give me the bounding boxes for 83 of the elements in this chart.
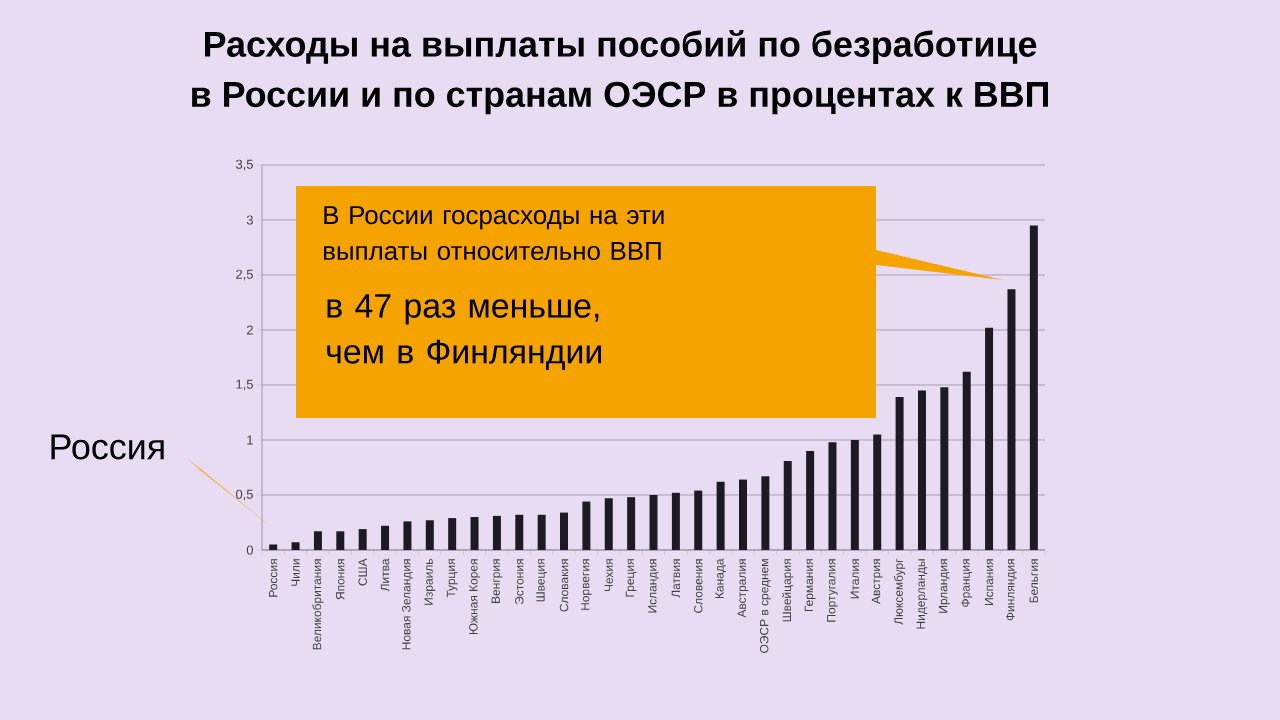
x-tick-label: Исландия bbox=[648, 559, 659, 613]
bar bbox=[470, 516, 479, 550]
bar bbox=[492, 515, 501, 550]
x-tick-label: Австралия bbox=[737, 559, 749, 618]
bar bbox=[671, 492, 680, 550]
x-tick-label: ОЭСР в среднем bbox=[759, 559, 771, 653]
bar bbox=[269, 544, 278, 550]
x-tick-label: Греция bbox=[625, 559, 637, 597]
x-tick-label: Чехия bbox=[604, 559, 613, 592]
x-tick-label: Великобритания bbox=[312, 559, 324, 650]
x-tick-label: Венгрия bbox=[491, 559, 503, 603]
x-tick-label: США bbox=[358, 558, 367, 586]
x-tick-label: Финляндия bbox=[1006, 559, 1017, 621]
bar bbox=[560, 512, 569, 550]
bar bbox=[850, 439, 859, 550]
x-tick-label: Израиль bbox=[424, 559, 436, 605]
bar bbox=[425, 520, 434, 550]
x-tick-label: Южная Корея bbox=[469, 559, 480, 635]
y-tick-label: 3 bbox=[246, 215, 253, 225]
bar bbox=[649, 494, 658, 550]
x-tick-label: Канада bbox=[715, 558, 726, 599]
y-tick-label: 1 bbox=[247, 435, 253, 445]
x-tick-label: Испания bbox=[984, 559, 994, 605]
x-tick-label: Чили bbox=[291, 559, 300, 586]
y-tick-label: 2 bbox=[246, 325, 253, 335]
bar bbox=[627, 497, 636, 550]
bar bbox=[1029, 225, 1038, 550]
bar bbox=[403, 521, 412, 550]
bar bbox=[873, 434, 882, 550]
x-tick-label: Словакия bbox=[559, 559, 569, 612]
bar bbox=[985, 327, 994, 550]
bar bbox=[716, 481, 725, 550]
bar bbox=[336, 531, 345, 550]
x-tick-label: Норвегия bbox=[581, 559, 592, 610]
chart-title: Расходы на выплаты пособий по безработице bbox=[205, 29, 1037, 65]
bar bbox=[806, 450, 815, 550]
x-tick-label: Нидерланды bbox=[916, 559, 928, 629]
x-tick-label: Швейцария bbox=[782, 559, 794, 622]
text: Россия bbox=[51, 434, 164, 460]
bar bbox=[694, 490, 703, 550]
bar bbox=[515, 514, 524, 550]
bar bbox=[761, 476, 770, 550]
x-tick-label: Франция bbox=[961, 559, 973, 607]
bar bbox=[917, 390, 926, 550]
annotation: в 47 раз меньше, чем в Финляндии bbox=[327, 294, 601, 371]
bar bbox=[381, 525, 390, 550]
x-tick-label: Австрия bbox=[871, 559, 883, 604]
x-tick-label: Словения bbox=[694, 559, 703, 613]
bar bbox=[895, 397, 904, 550]
x-tick-label: Люксембург bbox=[893, 558, 906, 625]
annotation: В России госрасходы на эти выплаты относительно ВВП bbox=[324, 206, 664, 261]
x-tick-label: Швеция bbox=[536, 559, 547, 602]
x-tick-label: Япония bbox=[336, 559, 345, 600]
x-tick-label: Эстония bbox=[515, 559, 524, 605]
x-tick-label: Латвия bbox=[671, 559, 681, 598]
y-tick-label: 3,5 bbox=[235, 159, 253, 171]
x-tick-label: Ирландия bbox=[939, 559, 950, 613]
x-tick-label: Португалия bbox=[827, 559, 838, 622]
bar bbox=[783, 460, 792, 550]
x-tick-label: Германия bbox=[804, 559, 816, 612]
bar bbox=[1007, 289, 1016, 550]
bar bbox=[828, 442, 837, 550]
bar bbox=[448, 518, 457, 550]
x-tick-label: Турция bbox=[446, 559, 458, 598]
y-tick-label: 1,5 bbox=[236, 379, 253, 391]
y-tick-label: 0 bbox=[246, 545, 253, 555]
bar bbox=[313, 531, 322, 550]
bar bbox=[358, 529, 367, 550]
chart-subtitle: в России и по странам ОЭСР в процентах к ВВП bbox=[192, 81, 1048, 115]
bar bbox=[291, 542, 300, 550]
x-tick-label: Бельгия bbox=[1029, 559, 1038, 603]
bar bbox=[739, 479, 747, 550]
bar bbox=[940, 387, 949, 550]
bar bbox=[537, 514, 546, 550]
y-tick-label: 0,5 bbox=[235, 489, 253, 501]
bar bbox=[962, 371, 971, 550]
bar bbox=[604, 498, 613, 550]
x-tick-label: Литва bbox=[380, 558, 390, 592]
bar bbox=[582, 501, 591, 550]
x-tick-label: Италия bbox=[850, 559, 860, 599]
y-tick-label: 2,5 bbox=[236, 269, 253, 281]
x-tick-label: Новая Зеландия bbox=[402, 559, 413, 650]
x-tick-label: Россия bbox=[269, 559, 278, 597]
